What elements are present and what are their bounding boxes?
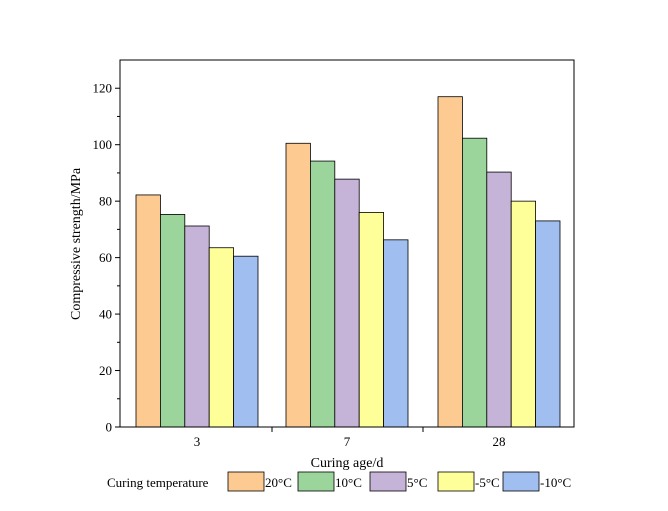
- legend-swatch-5°C: [369, 471, 407, 492]
- x-tick-label: 7: [344, 434, 351, 449]
- y-tick-label: 120: [93, 81, 113, 96]
- legend: Curing temperature 20°C 10°C 5°C -5°C -10°C: [107, 471, 571, 492]
- legend-label--5°C: -5°C: [475, 475, 500, 490]
- y-tick-label: 60: [99, 250, 112, 265]
- legend-title: Curing temperature: [107, 475, 209, 490]
- bar-3-20°C: [135, 194, 161, 428]
- y-axis: 0 20 40 60 80 100 120: [93, 81, 120, 435]
- bar-7--10°C: [383, 239, 409, 428]
- legend-swatch-20°C: [227, 471, 265, 492]
- x-axis-title: Curing age/d: [311, 456, 384, 471]
- bar-28--10°C: [535, 220, 561, 428]
- y-tick-label: 100: [93, 137, 113, 152]
- plot-frame: [119, 59, 575, 428]
- bar-28-20°C: [437, 96, 463, 428]
- x-tick-label: 28: [493, 434, 506, 449]
- bar-7-10°C: [309, 160, 336, 428]
- y-tick-label: 20: [99, 363, 112, 378]
- legend-swatch--5°C: [437, 471, 475, 492]
- legend-swatch-10°C: [297, 471, 335, 492]
- bar-28--5°C: [510, 200, 537, 428]
- legend-label-20°C: 20°C: [265, 475, 292, 490]
- bar-3--5°C: [208, 247, 234, 428]
- bar-3-10°C: [159, 214, 186, 428]
- bar-3--10°C: [233, 255, 259, 428]
- legend-label--10°C: -10°C: [540, 475, 571, 490]
- legend-label-10°C: 10°C: [335, 475, 362, 490]
- bar-7-5°C: [334, 178, 360, 428]
- legend-label-5°C: 5°C: [407, 475, 427, 490]
- x-axis: 3 7 28: [194, 427, 506, 449]
- bars-layer: [135, 96, 561, 428]
- y-tick-label: 0: [106, 420, 113, 435]
- x-tick-label: 3: [194, 434, 201, 449]
- bar-7--5°C: [358, 212, 385, 428]
- bar-3-5°C: [184, 225, 210, 428]
- y-tick-label: 80: [99, 194, 112, 209]
- y-axis-title: Compressive strength/MPa: [69, 167, 84, 320]
- y-tick-label: 40: [99, 307, 112, 322]
- bar-28-10°C: [461, 137, 488, 428]
- legend-swatch--10°C: [502, 471, 540, 492]
- bar-7-20°C: [285, 142, 311, 428]
- bar-28-5°C: [486, 171, 512, 428]
